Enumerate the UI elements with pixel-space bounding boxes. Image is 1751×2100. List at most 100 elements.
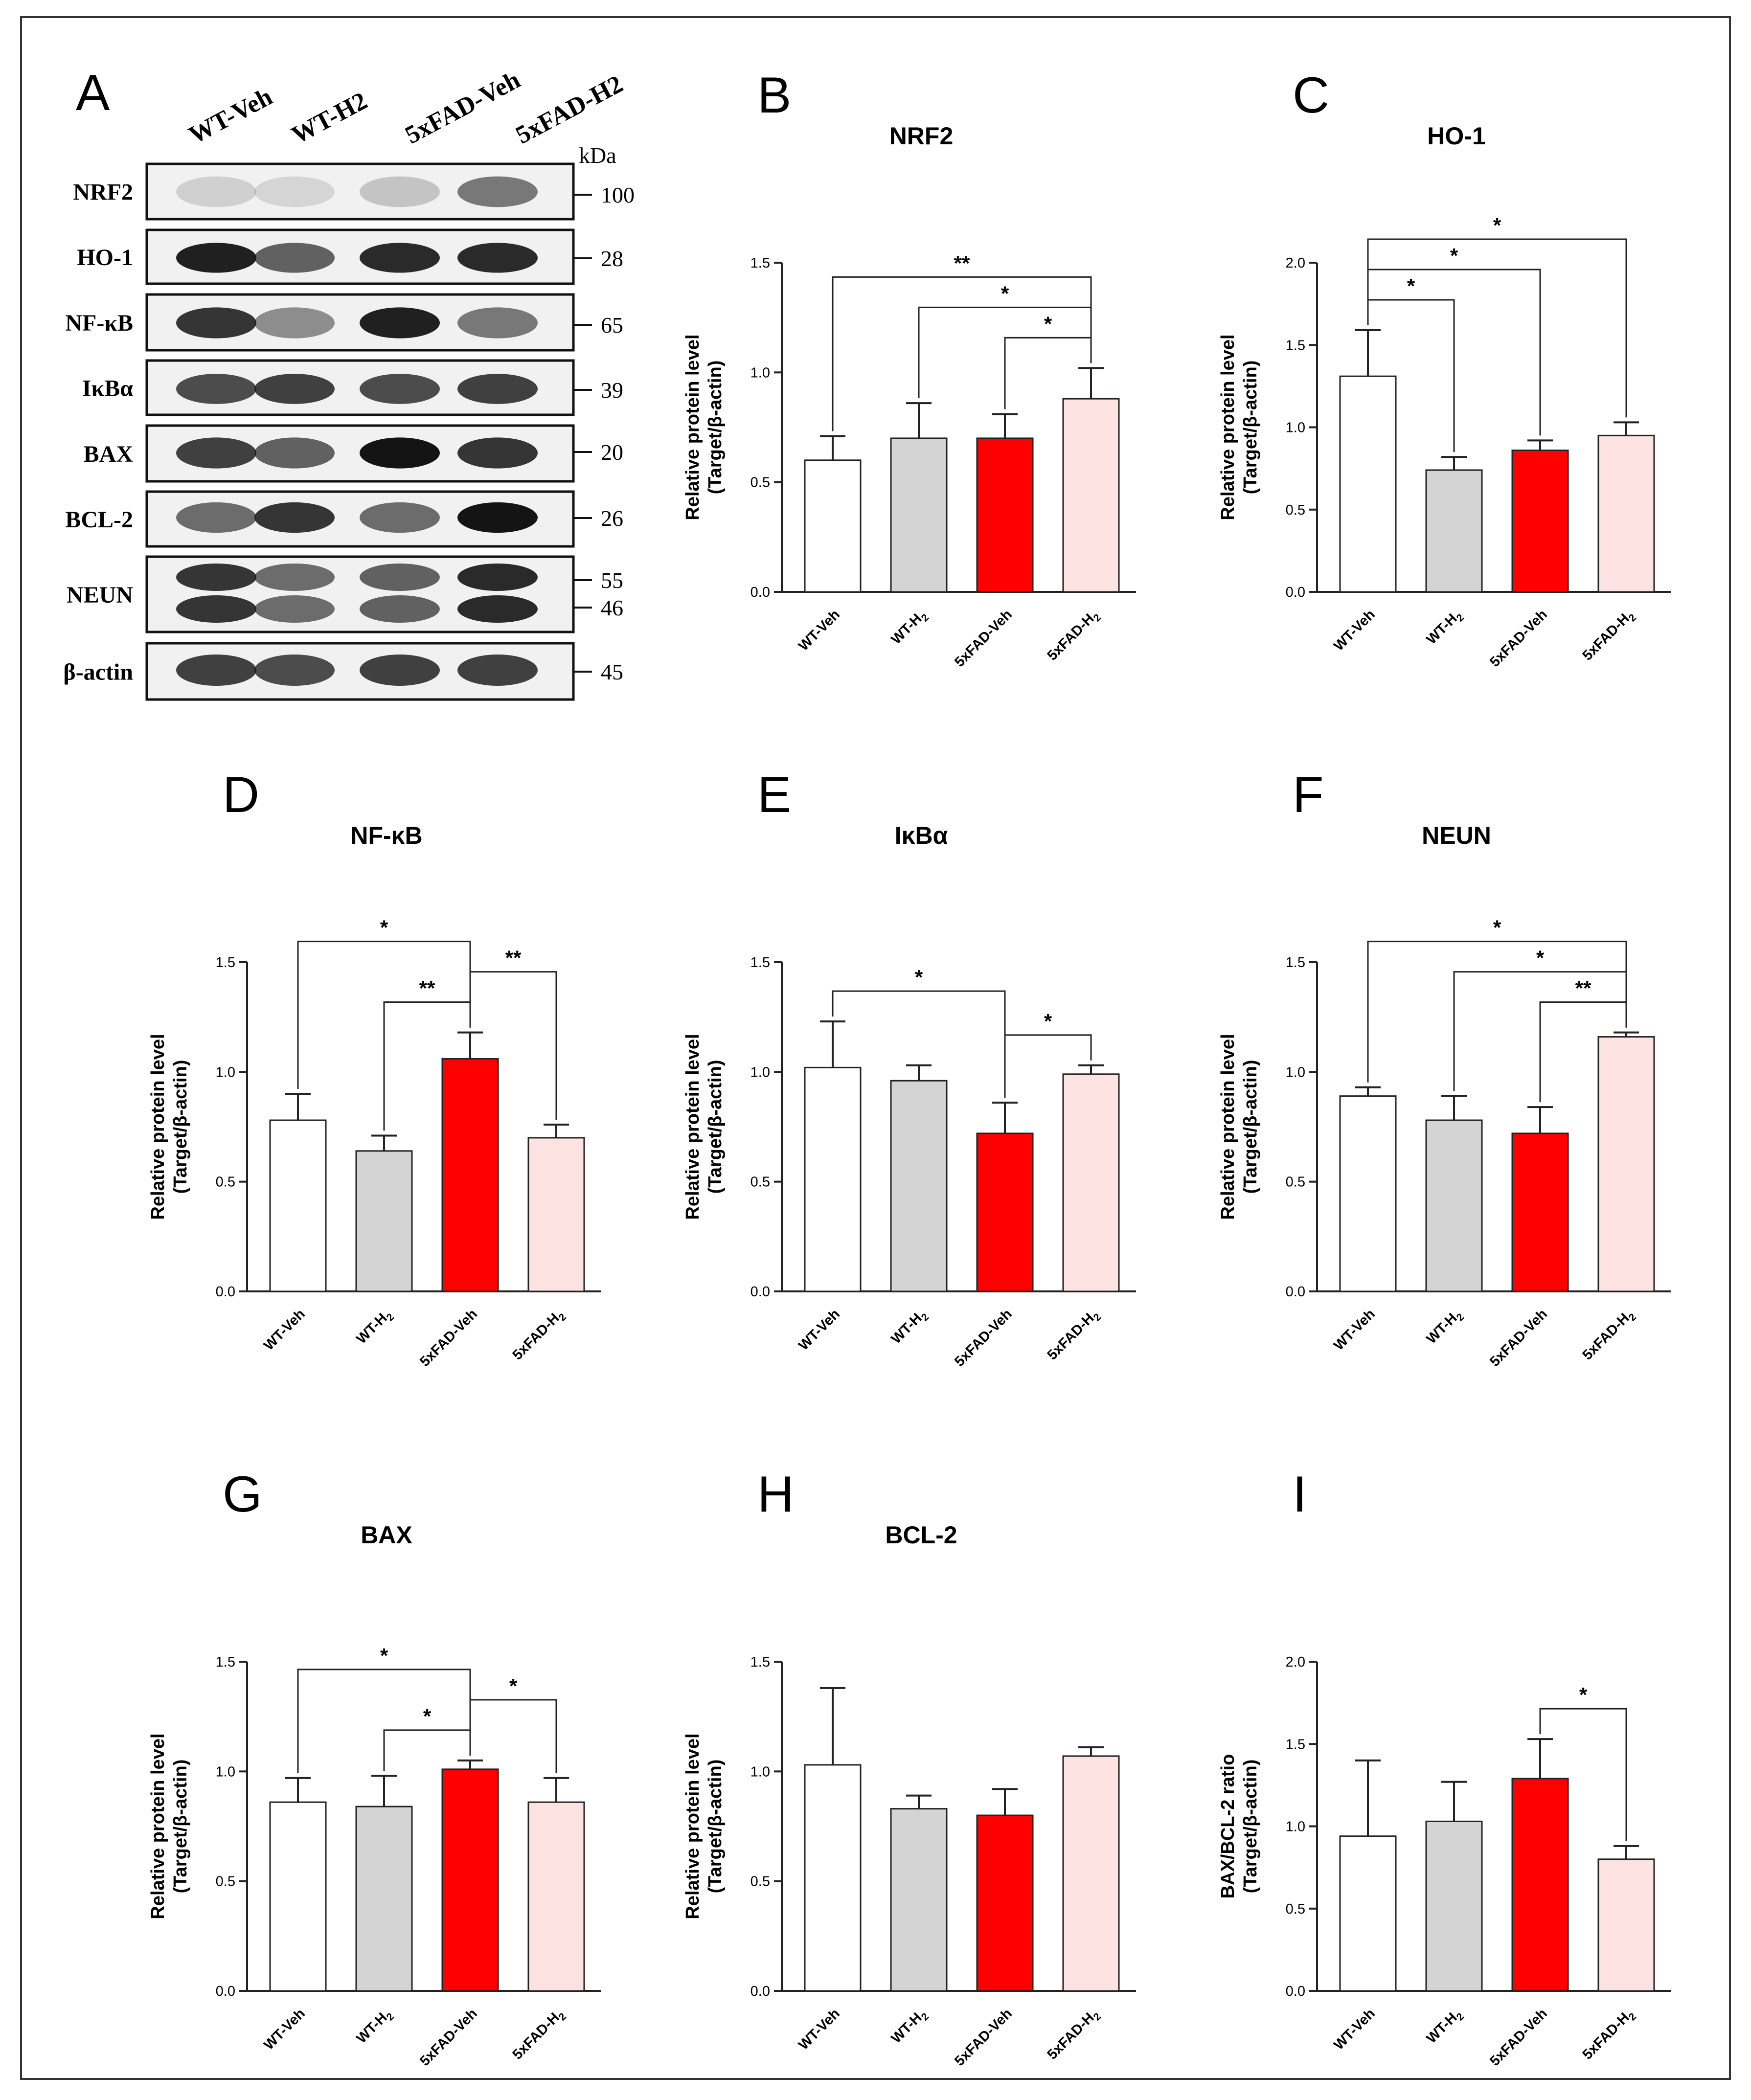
- y-axis-label: Relative protein level: [682, 334, 703, 520]
- x-tick-label: 5xFAD-H2: [1580, 607, 1639, 666]
- blot-band: [457, 176, 538, 207]
- bar: [1511, 1778, 1569, 1992]
- kda-value: 45: [601, 659, 623, 684]
- protein-label: NEUN: [67, 582, 133, 608]
- y-tick-label: 2.0: [1286, 255, 1305, 271]
- protein-label: BCL-2: [65, 507, 133, 533]
- x-tick-label: 5xFAD-Veh: [952, 607, 1015, 670]
- blot-band: [360, 564, 440, 591]
- blot-band: [360, 595, 440, 623]
- significance-label: *: [1493, 916, 1501, 939]
- bar: [1062, 398, 1120, 593]
- blot-row: IκBα 39: [82, 359, 623, 416]
- x-tick-label: 5xFAD-Veh: [417, 2006, 480, 2069]
- y-tick-label: 0.0: [750, 1984, 770, 1999]
- y-tick-label: 0.0: [216, 1284, 235, 1300]
- blot-band: [360, 437, 440, 469]
- x-tick-label: WT-H2: [1424, 607, 1467, 650]
- blot-band: [176, 176, 256, 207]
- bar: [1339, 1835, 1397, 1992]
- significance-label: *: [423, 1705, 432, 1728]
- lane-label: 5xFAD-H2: [511, 70, 628, 149]
- panel-label: C: [1293, 67, 1329, 124]
- bar: [890, 1808, 948, 1992]
- significance-label: *: [380, 916, 388, 939]
- bar: [976, 1814, 1034, 1992]
- x-tick-label: WT-H2: [888, 607, 932, 650]
- panel-label: B: [757, 67, 791, 124]
- bar: [1062, 1073, 1120, 1292]
- significance-bracket: [297, 941, 471, 1089]
- y-tick-label: 1.5: [1286, 338, 1305, 353]
- bar: [441, 1058, 499, 1292]
- blot-band: [176, 437, 256, 469]
- blot-band: [457, 437, 538, 469]
- y-tick-label: 1.0: [216, 1764, 235, 1780]
- blot-band: [360, 655, 440, 686]
- protein-label: HO-1: [77, 245, 133, 271]
- y-tick-label: 0.5: [750, 1874, 770, 1890]
- kda-value: 46: [601, 595, 623, 620]
- y-axis-label: (Target/β-actin): [1240, 1760, 1261, 1894]
- chart-title: BAX: [361, 1521, 412, 1549]
- x-tick-label: 5xFAD-Veh: [1487, 2006, 1550, 2069]
- x-tick-label: WT-H2: [354, 2006, 397, 2049]
- y-tick-label: 1.5: [1286, 1737, 1305, 1752]
- y-tick-label: 1.0: [216, 1064, 235, 1080]
- lane-label: WT-H2: [287, 87, 372, 149]
- x-tick-label: WT-H2: [1424, 1306, 1467, 1349]
- y-tick-label: 1.5: [750, 955, 770, 971]
- y-tick-label: 0.5: [750, 475, 770, 491]
- blot-band: [360, 374, 440, 404]
- y-axis-label: (Target/β-actin): [1240, 1060, 1261, 1194]
- y-tick-label: 1.0: [750, 365, 770, 381]
- x-tick-label: WT-Veh: [796, 1306, 843, 1354]
- bar: [804, 1764, 862, 1992]
- y-tick-label: 0.0: [750, 585, 770, 600]
- chart-title: HO-1: [1427, 122, 1485, 150]
- significance-bracket: [832, 276, 1092, 431]
- panel-label-A: A: [76, 65, 110, 121]
- bar: [1511, 450, 1569, 593]
- kda-value: 100: [601, 182, 635, 207]
- bar: [890, 1080, 948, 1292]
- chart-panel-E: E IκBα 0.0 0.5 1.0 1.5 Relative protein level(…: [682, 767, 1136, 1370]
- x-tick-label: 5xFAD-Veh: [1487, 607, 1550, 670]
- blot-band: [254, 176, 335, 207]
- significance-label: **: [954, 251, 970, 274]
- significance-bracket: [1539, 1708, 1627, 1841]
- bar: [1425, 1119, 1483, 1292]
- chart-panel-F: F NEUN 0.0 0.5 1.0 1.5 Relative protein level(…: [1218, 767, 1671, 1370]
- bar: [269, 1119, 327, 1292]
- x-tick-label: 5xFAD-H2: [510, 1306, 569, 1365]
- y-tick-label: 1.0: [1286, 1064, 1305, 1080]
- x-tick-label: 5xFAD-H2: [1045, 1306, 1104, 1365]
- bar: [355, 1806, 413, 1992]
- blot-band: [254, 564, 335, 591]
- y-tick-label: 1.0: [750, 1764, 770, 1780]
- blot-band: [254, 243, 335, 273]
- x-tick-label: WT-H2: [354, 1306, 397, 1349]
- blot-band: [360, 243, 440, 273]
- x-tick-label: WT-Veh: [796, 2006, 843, 2053]
- blot-band: [254, 595, 335, 623]
- bar: [1597, 434, 1655, 593]
- x-tick-label: 5xFAD-Veh: [417, 1306, 480, 1370]
- blot-band: [457, 564, 538, 591]
- blot-band: [360, 307, 440, 339]
- y-axis-label: Relative protein level: [148, 1733, 168, 1919]
- significance-bracket: [832, 990, 1006, 1098]
- significance-label: *: [509, 1674, 518, 1697]
- significance-label: *: [1407, 274, 1415, 297]
- bar: [976, 1132, 1034, 1292]
- y-axis-label: (Target/β-actin): [170, 1060, 191, 1194]
- chart-title: NRF2: [889, 122, 954, 150]
- protein-label: NRF2: [73, 180, 133, 205]
- blot-row: β-actin 45: [63, 642, 623, 701]
- chart-panel-I: I 0.0 0.5 1.0 1.5 2.0 BAX/BCL-2 ratio (Target/β…: [1218, 1466, 1671, 2069]
- significance-bracket: [383, 1729, 471, 1771]
- y-tick-label: 0.0: [750, 1284, 770, 1300]
- bar: [976, 437, 1034, 593]
- bar: [804, 459, 862, 593]
